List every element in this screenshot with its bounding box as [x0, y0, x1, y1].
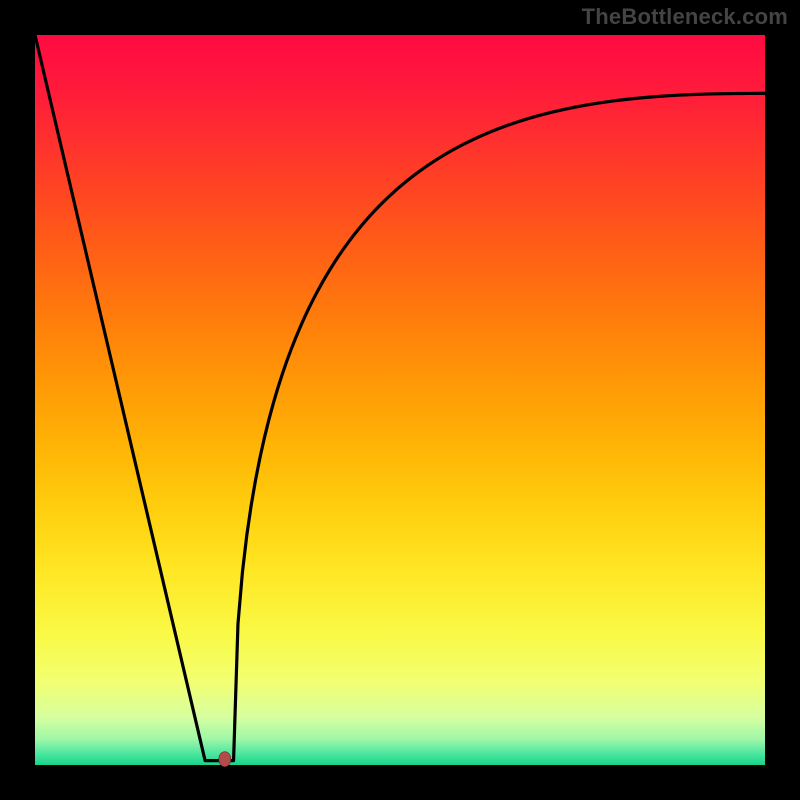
watermark-text: TheBottleneck.com [582, 4, 788, 30]
plot-background [35, 35, 765, 765]
bottleneck-chart [0, 0, 800, 800]
chart-frame: TheBottleneck.com [0, 0, 800, 800]
optimal-point-marker [219, 752, 231, 767]
